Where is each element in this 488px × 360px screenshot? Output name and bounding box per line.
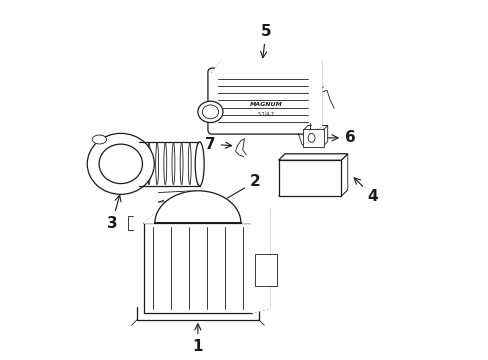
- Text: 5: 5: [260, 24, 271, 58]
- Text: 3: 3: [106, 195, 121, 231]
- FancyBboxPatch shape: [278, 160, 341, 196]
- Polygon shape: [312, 62, 321, 130]
- Ellipse shape: [202, 105, 218, 119]
- Ellipse shape: [307, 134, 314, 142]
- Text: 5.7/4.7: 5.7/4.7: [257, 111, 274, 116]
- FancyBboxPatch shape: [302, 129, 324, 147]
- FancyBboxPatch shape: [207, 68, 316, 134]
- Ellipse shape: [198, 101, 223, 122]
- Text: 6: 6: [327, 130, 355, 145]
- Ellipse shape: [92, 135, 106, 144]
- Polygon shape: [144, 209, 269, 223]
- Polygon shape: [278, 190, 347, 196]
- Text: 4: 4: [353, 178, 377, 204]
- Polygon shape: [341, 154, 347, 196]
- Polygon shape: [278, 154, 347, 160]
- Text: 2: 2: [215, 174, 260, 205]
- Ellipse shape: [99, 144, 142, 184]
- Text: 7: 7: [204, 137, 231, 152]
- Polygon shape: [251, 209, 269, 313]
- FancyBboxPatch shape: [255, 253, 276, 286]
- Polygon shape: [155, 191, 241, 223]
- Polygon shape: [212, 62, 321, 72]
- Ellipse shape: [87, 134, 154, 194]
- Ellipse shape: [195, 142, 203, 186]
- Text: 1: 1: [192, 324, 203, 354]
- FancyBboxPatch shape: [144, 223, 251, 313]
- Text: MAGNUM: MAGNUM: [249, 102, 282, 107]
